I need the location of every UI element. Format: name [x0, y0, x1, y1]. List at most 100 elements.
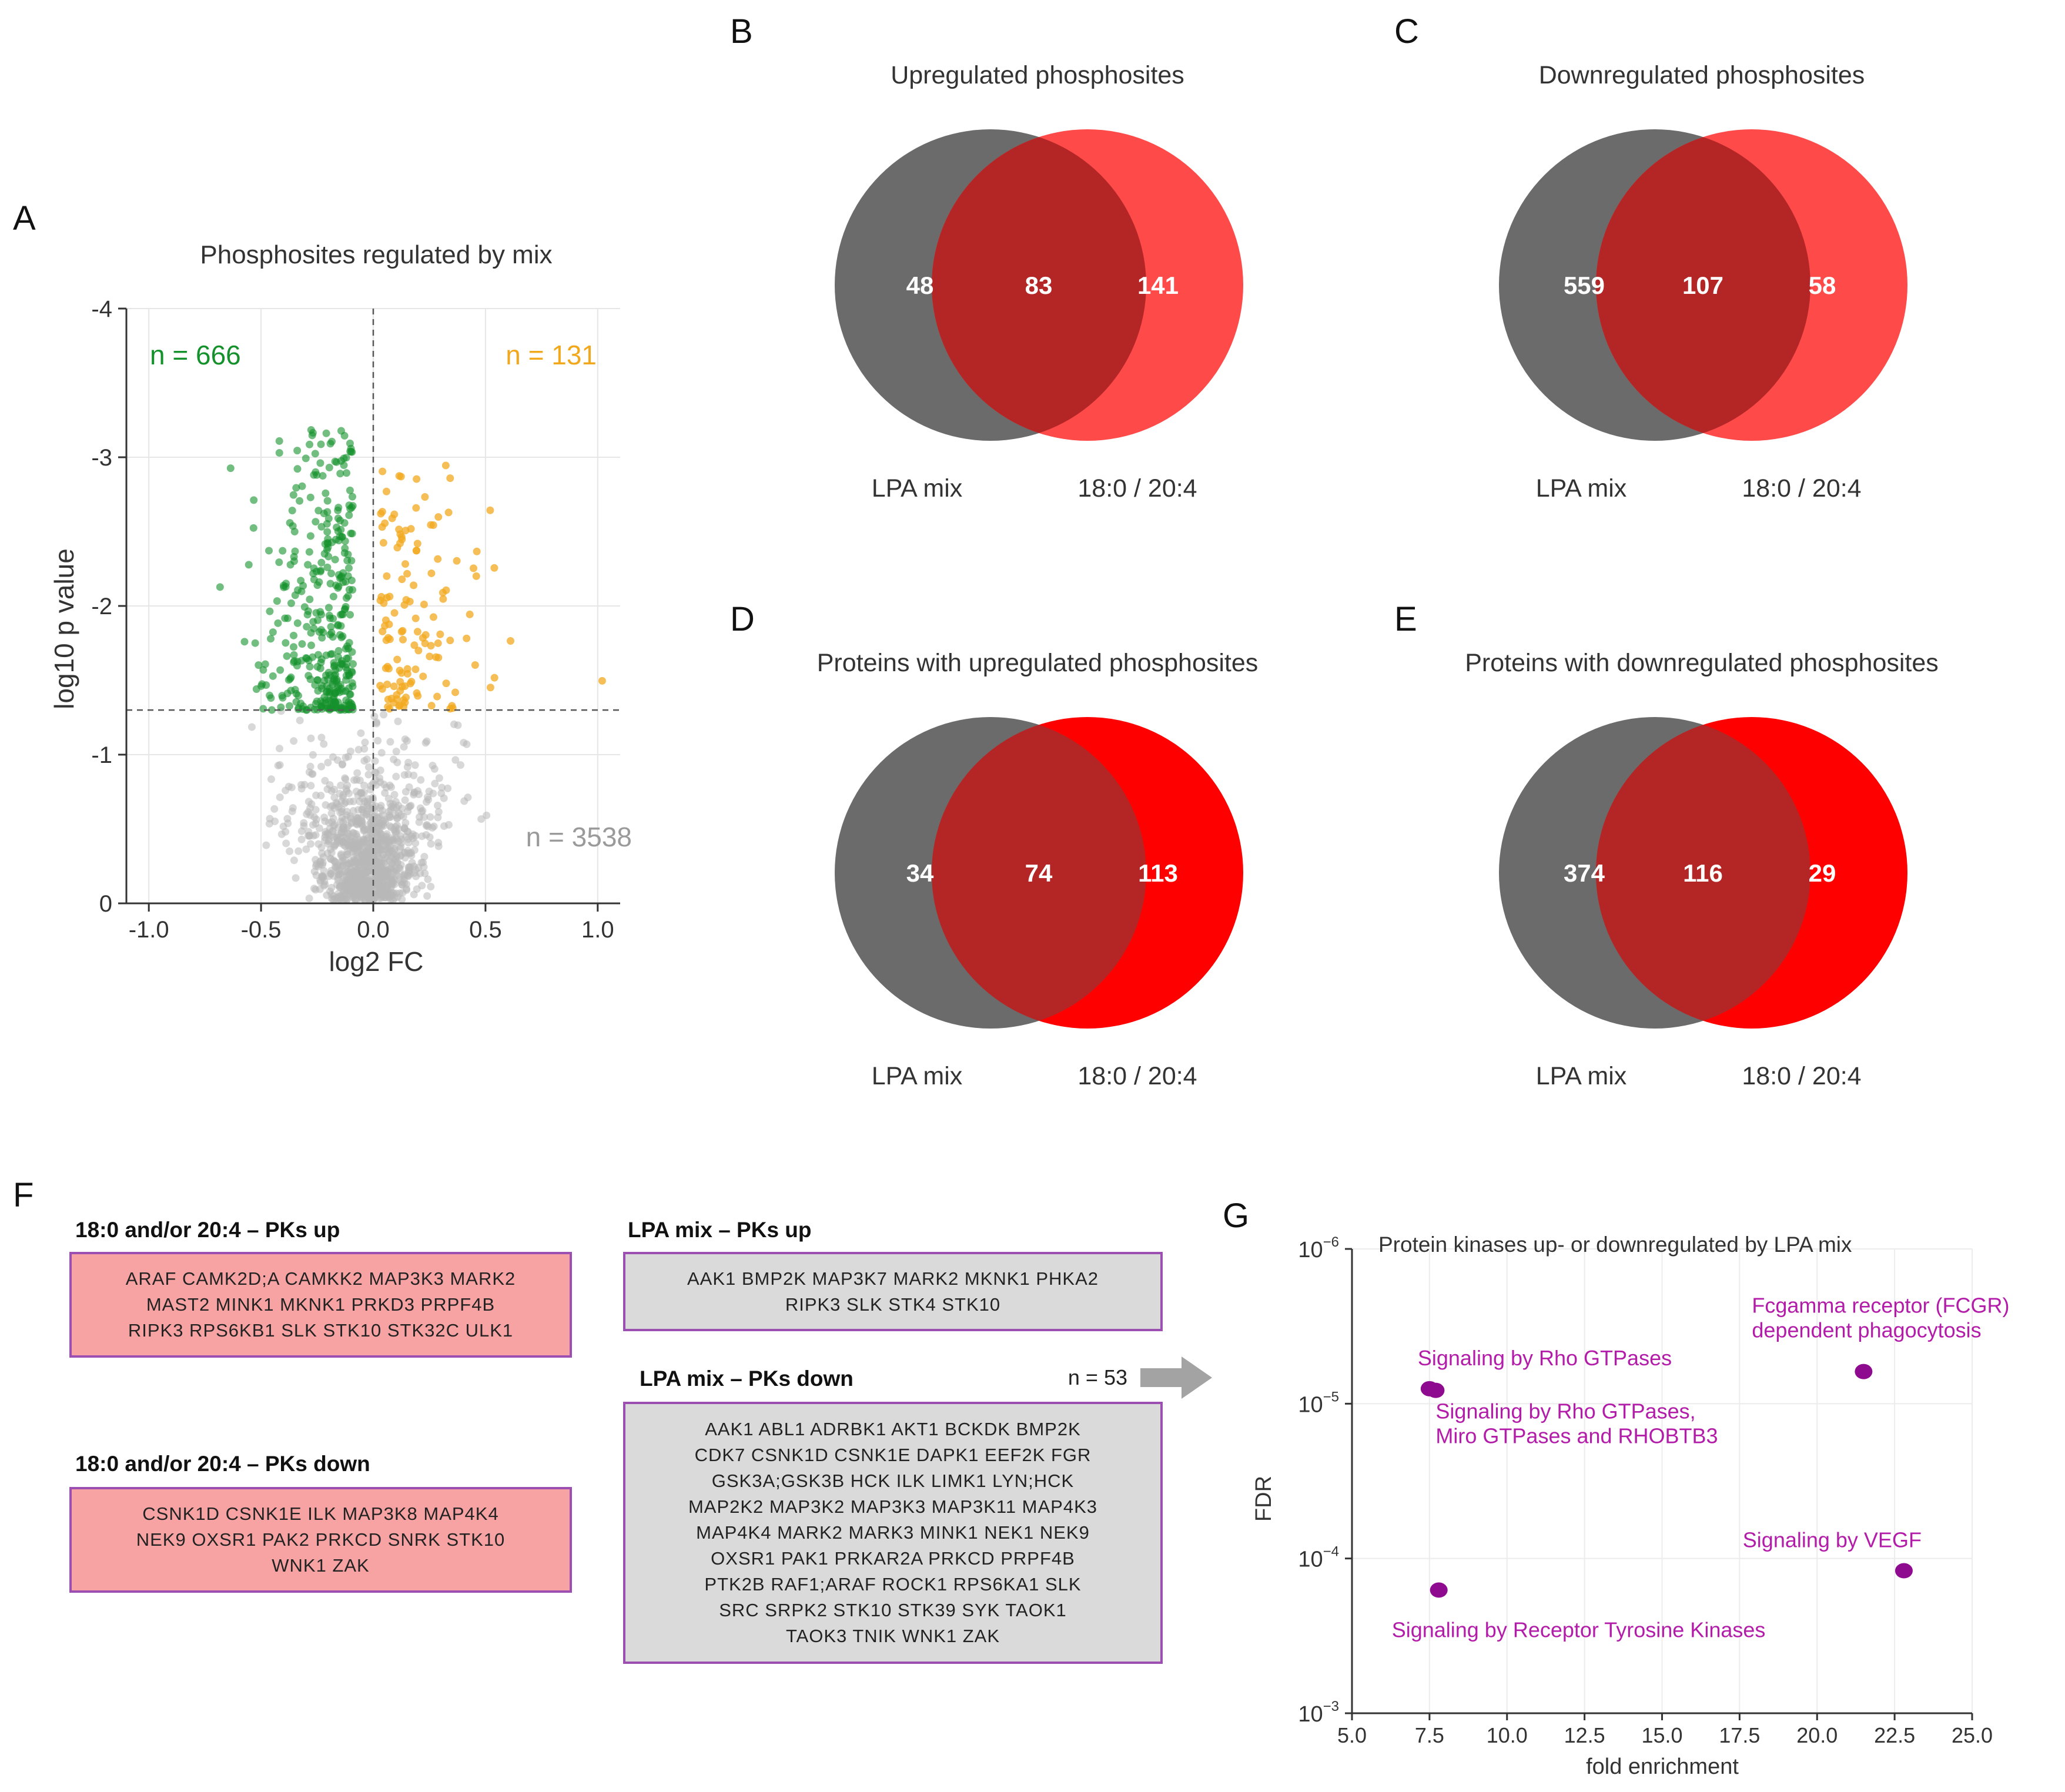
- volcano-point-ns: [321, 836, 329, 845]
- volcano-point-ns: [371, 757, 379, 765]
- volcano-point-down: [341, 605, 349, 613]
- volcano-point-down: [290, 651, 298, 659]
- volcano-point-ns: [287, 783, 296, 792]
- volcano-point-up: [429, 613, 437, 621]
- volcano-point-up: [421, 493, 429, 501]
- volcano-point-ns: [309, 832, 317, 840]
- volcano-point-down: [322, 651, 330, 659]
- venn-title: Proteins with downregulated phosphosites: [1465, 649, 1939, 677]
- volcano-point-up: [414, 647, 423, 655]
- enrichment-point: [1427, 1382, 1445, 1398]
- volcano-point-down: [343, 469, 351, 477]
- box-18-20-up-list: ARAF CAMK2D;A CAMKK2 MAP3K3 MARK2 MAST2 …: [126, 1266, 516, 1344]
- volcano-point-down: [336, 611, 344, 619]
- panel-letter-f: F: [13, 1176, 34, 1214]
- volcano-point-ns: [361, 738, 369, 746]
- enrichment-xtick-label: 25.0: [1952, 1723, 1993, 1747]
- volcano-point-down: [327, 570, 336, 578]
- volcano-point-ns: [357, 893, 365, 901]
- volcano-point-ns: [373, 883, 381, 892]
- volcano-point-down: [331, 457, 339, 465]
- volcano-point-ns: [344, 752, 353, 761]
- volcano-point-down: [332, 689, 340, 697]
- volcano-point-ns: [403, 737, 411, 745]
- volcano-point-ns: [454, 721, 462, 729]
- venn-value-lpa-only: 48: [906, 272, 934, 299]
- volcano-point-ns: [323, 785, 332, 793]
- volcano-point-ns: [353, 816, 361, 825]
- volcano-point-down: [348, 648, 356, 656]
- panel-letter-e: E: [1394, 600, 1417, 638]
- volcano-point-ns: [381, 789, 389, 797]
- venn-value-both: 116: [1683, 859, 1723, 887]
- volcano-point-down: [334, 582, 343, 591]
- volcano-point-down: [269, 672, 277, 680]
- volcano-point-up: [434, 639, 442, 647]
- enrichment-point-label: Fcgamma receptor (FCGR): [1752, 1294, 2009, 1318]
- volcano-point-ns: [369, 842, 377, 850]
- volcano-point-ns: [368, 820, 376, 829]
- volcano-point-down: [283, 614, 292, 622]
- volcano-xtick-label: -1.0: [129, 917, 169, 943]
- volcano-point-down: [323, 497, 332, 505]
- kinase-line: RIPK3 SLK STK4 STK10: [785, 1294, 1001, 1315]
- volcano-point-up: [401, 560, 410, 568]
- volcano-point-down: [336, 517, 344, 525]
- volcano-point-ns: [392, 772, 400, 781]
- volcano-point-up: [414, 692, 422, 700]
- volcano-point-ns: [329, 753, 337, 761]
- volcano-point-down: [312, 567, 320, 575]
- volcano-point-down: [346, 439, 354, 447]
- volcano-point-down: [293, 447, 302, 455]
- volcano-point-ns: [391, 798, 400, 806]
- venn-value-18-20-only: 141: [1137, 272, 1179, 299]
- volcano-point-ns: [354, 843, 363, 851]
- volcano-point-down: [346, 486, 354, 494]
- volcano-point-up: [378, 685, 386, 693]
- volcano-point-ns: [360, 757, 369, 765]
- volcano-point-ns: [397, 852, 405, 860]
- kinase-line: ARAF CAMK2D;A CAMKK2 MAP3K3 MARK2: [125, 1268, 516, 1289]
- venn-overlap: [932, 129, 1146, 441]
- volcano-annotation-ns: n = 3538: [526, 822, 632, 852]
- volcano-ylabel: log10 p value: [49, 548, 79, 709]
- volcano-point-down: [290, 552, 298, 561]
- volcano-point-down: [323, 528, 332, 536]
- volcano-point-ns: [391, 823, 400, 831]
- enrichment-xtick-label: 22.5: [1874, 1723, 1915, 1747]
- volcano-xtick-label: 0.0: [357, 917, 390, 943]
- volcano-point-up: [411, 614, 420, 622]
- volcano-point-down: [305, 548, 313, 556]
- volcano-point-ns: [386, 893, 394, 901]
- volcano-point-down: [348, 668, 356, 676]
- volcano-point-ns: [418, 832, 426, 840]
- volcano-point-down: [290, 631, 298, 639]
- volcano-point-ns: [380, 711, 388, 719]
- volcano-point-up: [453, 557, 461, 565]
- volcano-point-down: [259, 705, 267, 713]
- volcano-point-ns: [440, 794, 448, 802]
- volcano-point-ns: [407, 802, 415, 810]
- volcano-title: Phosphosites regulated by mix: [200, 240, 552, 269]
- volcano-point-ns: [307, 734, 315, 742]
- volcano-point-ns: [282, 786, 290, 795]
- volcano-point-ns: [306, 811, 314, 819]
- volcano-point-ns: [320, 740, 328, 748]
- volcano-point-ns: [318, 849, 326, 858]
- volcano-point-ns: [375, 813, 383, 821]
- volcano-point-down: [296, 497, 304, 505]
- volcano-point-down: [313, 676, 322, 684]
- volcano-point-ns: [424, 793, 432, 801]
- volcano-point-ns: [451, 756, 460, 764]
- venn-value-both: 83: [1025, 272, 1053, 299]
- volcano-point-ns: [429, 761, 437, 769]
- enrichment-title: Protein kinases up- or downregulated by …: [1378, 1232, 1852, 1257]
- volcano-point-down: [303, 622, 311, 631]
- volcano-point-up: [406, 598, 414, 606]
- volcano-point-down: [251, 639, 259, 647]
- volcano-point-up: [441, 461, 450, 470]
- volcano-point-ns: [429, 823, 437, 832]
- kinase-line: WNK1 ZAK: [272, 1555, 370, 1576]
- volcano-point-ns: [483, 811, 491, 819]
- venn-title: Proteins with upregulated phosphosites: [817, 649, 1259, 677]
